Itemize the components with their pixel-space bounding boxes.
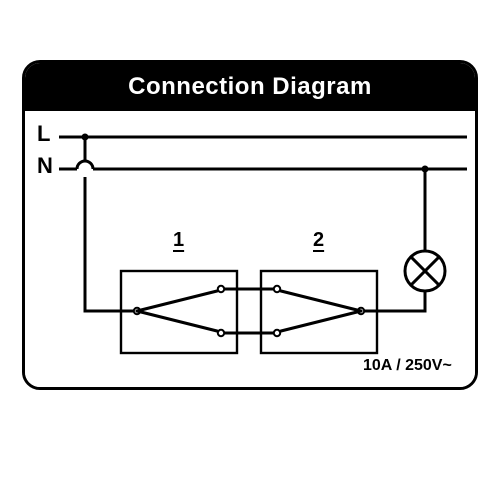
- wiring-svg: [25, 111, 475, 387]
- diagram-frame: Connection Diagram L N 1 2 10A / 250V~: [22, 60, 478, 390]
- diagram-canvas: L N 1 2 10A / 250V~: [25, 111, 475, 387]
- title-bar: Connection Diagram: [25, 63, 475, 111]
- title-text: Connection Diagram: [128, 73, 372, 100]
